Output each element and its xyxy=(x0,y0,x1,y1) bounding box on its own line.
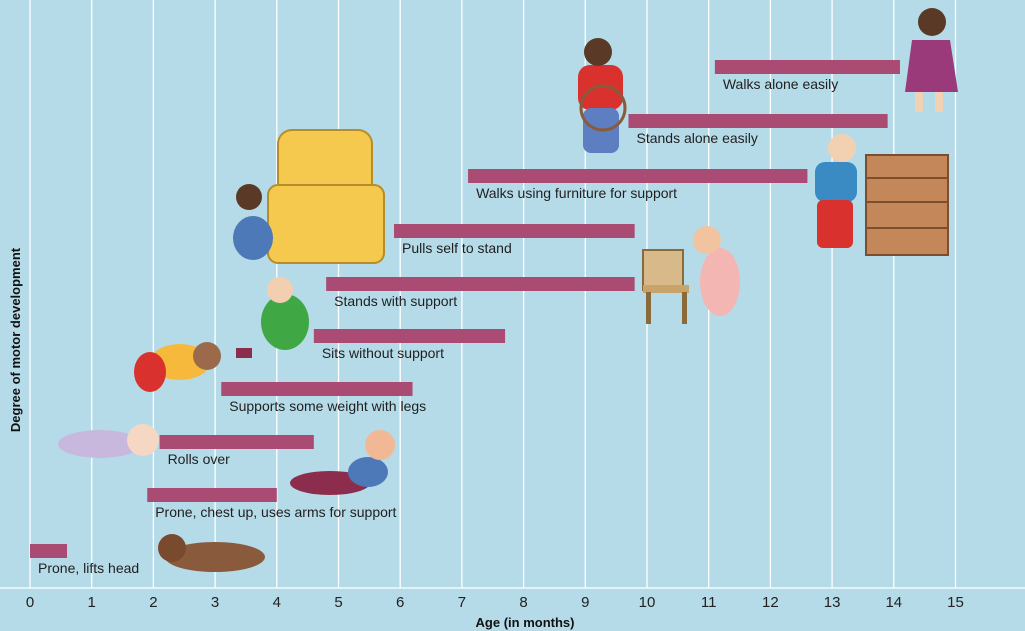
x-tick-label: 4 xyxy=(273,594,281,611)
x-tick-label: 10 xyxy=(639,594,656,611)
x-tick-label: 9 xyxy=(581,594,589,611)
x-tick-label: 1 xyxy=(88,594,96,611)
baby-sitting-illustration xyxy=(236,277,309,358)
dresser-illustration xyxy=(865,154,949,256)
baby-prone-illustration xyxy=(158,534,265,572)
armchair-illustration xyxy=(267,129,385,264)
toddler-walking-illustration xyxy=(905,8,958,112)
milestone-label: Walks using furniture for support xyxy=(476,185,677,201)
milestone-label: Rolls over xyxy=(168,451,231,467)
bar-series xyxy=(30,60,900,558)
milestone-bar xyxy=(30,544,68,558)
x-tick-label: 14 xyxy=(885,594,902,611)
milestone-label: Stands alone easily xyxy=(636,130,757,146)
grid-lines xyxy=(0,0,1025,589)
baby-standing-with-chair-illustration xyxy=(693,226,740,316)
x-tick-label: 13 xyxy=(824,594,841,611)
milestone-bar xyxy=(221,382,413,396)
milestone-bar xyxy=(147,488,277,502)
x-tick-label: 3 xyxy=(211,594,219,611)
baby-crawling-illustration xyxy=(134,342,221,392)
milestone-bar xyxy=(159,435,314,449)
milestone-bar xyxy=(313,329,506,343)
milestone-bar xyxy=(468,169,808,183)
milestone-label: Prone, chest up, uses arms for support xyxy=(155,504,396,520)
x-axis-ticks: 0 1 2 3 4 5 6 7 8 9 10 11 12 13 14 15 xyxy=(26,594,964,611)
milestone-label: Sits without support xyxy=(322,345,444,361)
x-tick-label: 2 xyxy=(149,594,157,611)
baby-pulling-up-illustration xyxy=(233,184,273,260)
milestone-bar xyxy=(394,224,635,238)
x-tick-label: 8 xyxy=(519,594,527,611)
milestone-label: Prone, lifts head xyxy=(38,560,139,576)
x-tick-label: 6 xyxy=(396,594,404,611)
x-axis-title: Age (in months) xyxy=(476,615,575,630)
x-tick-label: 7 xyxy=(458,594,466,611)
x-tick-label: 11 xyxy=(701,594,717,611)
milestone-label: Stands with support xyxy=(334,293,457,309)
milestone-bar xyxy=(326,277,635,291)
x-tick-label: 0 xyxy=(26,594,34,611)
chair-illustration xyxy=(642,249,689,324)
milestone-bar xyxy=(714,60,900,74)
toddler-hoop-illustration xyxy=(578,38,627,153)
bar-labels: Prone, lifts head Prone, chest up, uses a… xyxy=(38,76,838,576)
illustrations xyxy=(58,8,958,572)
milestone-bar xyxy=(628,114,888,128)
x-tick-label: 15 xyxy=(947,594,964,611)
baby-chest-up-illustration xyxy=(290,430,395,495)
baby-rolling-illustration xyxy=(58,424,159,458)
y-axis-title: Degree of motor development xyxy=(8,247,23,432)
milestone-label: Walks alone easily xyxy=(723,76,838,92)
toddler-cruising-illustration xyxy=(815,134,857,248)
milestone-label: Pulls self to stand xyxy=(402,240,512,256)
milestone-label: Supports some weight with legs xyxy=(229,398,426,414)
x-tick-label: 5 xyxy=(334,594,342,611)
x-tick-label: 12 xyxy=(762,594,779,611)
